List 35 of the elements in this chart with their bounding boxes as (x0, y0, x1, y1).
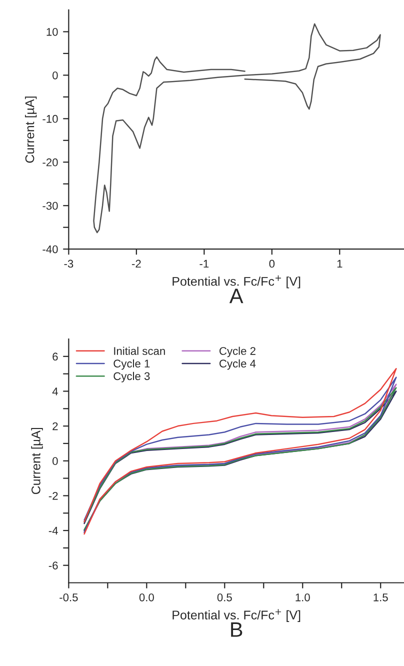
legend-label: Cycle 2 (220, 346, 256, 358)
y-tick-label: 4 (52, 388, 58, 396)
y-tick-label: -4 (48, 526, 58, 535)
y-tick-label: 6 (52, 352, 58, 361)
x-tick-label: -3 (64, 260, 74, 268)
y-tick-label: 10 (46, 28, 58, 36)
x-tick-label: 0.5 (217, 593, 232, 602)
x-tick-label: 0.0 (139, 593, 154, 602)
y-tick-label: -10 (42, 114, 58, 123)
y-tick-label: 0 (52, 71, 58, 80)
text: A (229, 288, 244, 304)
x-tick-label: -1 (200, 260, 209, 268)
legend-label: Cycle 3 (114, 372, 150, 382)
y-tick-label: 2 (52, 422, 58, 430)
y-tick-label: -30 (42, 202, 58, 210)
y-axis-title: Current [µA] (31, 428, 43, 494)
x-tick-label: -0.5 (60, 593, 78, 602)
y-tick-label: -40 (42, 245, 58, 254)
x-tick-label: 1.5 (374, 594, 388, 602)
y-axis-title: Current [µA] (25, 96, 37, 163)
line-series (93, 23, 381, 234)
y-tick-label: 0 (52, 457, 58, 466)
y-tick-label: -6 (48, 562, 58, 570)
x-tick-label: 1.0 (296, 593, 310, 602)
x-tick-label: 0 (269, 260, 275, 268)
text: B (231, 622, 242, 637)
legend-label: Cycle 4 (220, 359, 256, 370)
legend-label: Cycle 1 (114, 359, 150, 370)
x-axis-title: Potential vs. Fc/Fc$^{+}$ [V] (172, 609, 300, 622)
x-tick-label: 1 (337, 260, 342, 268)
y-tick-label: -20 (42, 158, 58, 166)
x-axis-title: Potential vs. Fc/Fc$^{+}$ [V] (172, 275, 300, 288)
legend-label: Initial scan (114, 346, 165, 355)
y-tick-label: -2 (48, 492, 58, 500)
x-tick-label: -2 (132, 260, 141, 268)
